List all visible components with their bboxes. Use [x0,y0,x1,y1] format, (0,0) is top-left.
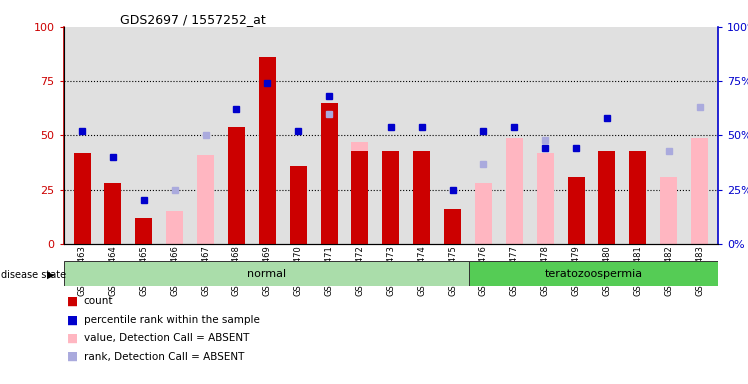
Bar [73,153,91,244]
Bar [598,151,616,244]
Text: ■: ■ [67,332,79,345]
Bar [629,151,646,244]
Text: disease state: disease state [1,270,66,280]
Bar [228,127,245,244]
Text: percentile rank within the sample: percentile rank within the sample [84,315,260,325]
Bar [475,183,492,244]
Text: GDS2697 / 1557252_at: GDS2697 / 1557252_at [120,13,266,26]
Bar [537,153,554,244]
Bar [135,218,153,244]
Bar [352,142,369,244]
Bar [413,151,430,244]
Bar [568,177,584,244]
Text: count: count [84,296,113,306]
Bar [660,177,677,244]
Bar [691,137,708,244]
Bar [166,211,183,244]
Text: value, Detection Call = ABSENT: value, Detection Call = ABSENT [84,333,249,343]
Bar [629,161,646,244]
Text: ■: ■ [67,350,79,363]
Bar [289,166,307,244]
Bar [259,57,276,244]
Text: normal: normal [247,268,286,279]
Text: teratozoospermia: teratozoospermia [545,268,643,279]
Bar [352,151,369,244]
Bar [382,151,399,244]
Text: ■: ■ [67,295,79,308]
Text: ■: ■ [67,313,79,326]
Bar [64,261,469,286]
Text: rank, Detection Call = ABSENT: rank, Detection Call = ABSENT [84,352,244,362]
Bar [444,209,461,244]
Bar [105,183,121,244]
Bar [469,261,718,286]
Text: ▶: ▶ [47,270,55,280]
Bar [197,155,214,244]
Bar [506,137,523,244]
Bar [321,103,337,244]
